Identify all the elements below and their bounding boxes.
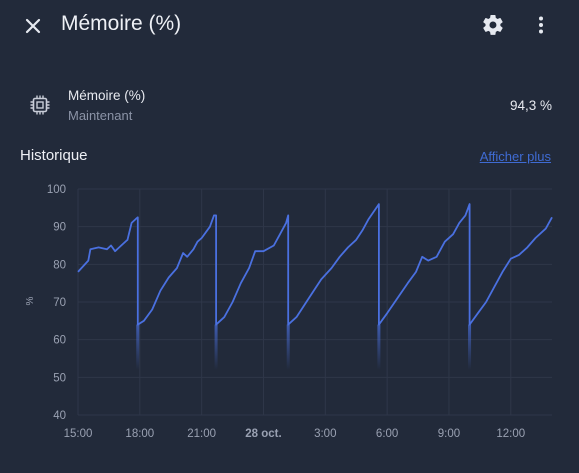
drop-trace [214,324,218,370]
close-icon [25,18,41,34]
entity-row[interactable]: Mémoire (%) Maintenant 94,3 % [0,80,579,132]
x-tick-label: 3:00 [314,428,336,440]
entity-name: Mémoire (%) [68,88,146,103]
x-tick-label: 28 oct. [245,428,281,440]
y-tick-label: 50 [53,372,66,384]
x-tick-label: 18:00 [125,428,154,440]
history-chart[interactable]: 100 90 80 70 60 50 40 15:00 18:00 21:00 28 oct. 3:… [0,175,579,465]
x-tick-label: 12:00 [496,428,525,440]
drop-trace [136,324,140,370]
y-tick-label: 90 [53,222,66,234]
entity-state-time: Maintenant [68,108,133,123]
x-tick-label: 21:00 [187,428,216,440]
memory-chip-icon [30,95,50,115]
more-options-button[interactable] [528,12,554,38]
show-more-link[interactable]: Afficher plus [479,149,551,164]
more-vertical-icon [539,16,543,34]
y-axis-label: % [25,296,36,305]
drop-trace [377,324,381,370]
y-tick-label: 40 [53,410,66,422]
settings-button[interactable] [480,12,506,38]
y-tick-label: 70 [53,297,66,309]
drop-trace [468,324,472,370]
history-title: Historique [20,147,88,164]
top-bar: Mémoire (%) [0,0,579,52]
y-tick-label: 60 [53,335,66,347]
x-tick-label: 9:00 [438,428,460,440]
x-tick-label: 15:00 [64,428,93,440]
gear-icon [483,14,503,35]
memory-series-line[interactable] [77,203,553,326]
close-button[interactable] [20,13,46,39]
entity-value: 94,3 % [509,98,552,113]
x-tick-label: 6:00 [376,428,398,440]
y-tick-label: 100 [47,184,66,196]
dialog-title: Mémoire (%) [61,12,182,35]
y-tick-label: 80 [53,259,66,271]
drop-trace [286,324,290,370]
